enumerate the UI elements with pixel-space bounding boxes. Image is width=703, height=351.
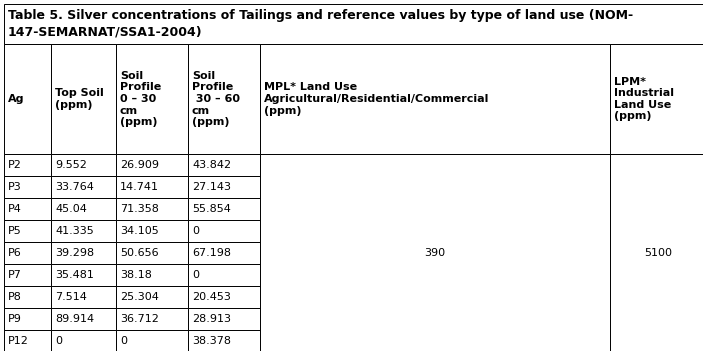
Text: Soil
Profile
0 – 30
cm
(ppm): Soil Profile 0 – 30 cm (ppm) [120,71,161,127]
Text: 27.143: 27.143 [192,182,231,192]
Text: 41.335: 41.335 [55,226,93,236]
Bar [188,198,260,220]
Bar [116,330,188,351]
Bar [4,154,51,176]
Text: Ag: Ag [8,94,25,104]
Text: 9.552: 9.552 [55,160,87,170]
Bar [4,264,51,286]
Bar [116,44,188,154]
Bar [116,286,188,308]
Text: 39.298: 39.298 [55,248,94,258]
Bar [51,242,116,264]
Bar [116,198,188,220]
Bar [4,286,51,308]
Text: P12: P12 [8,336,29,346]
Text: 55.854: 55.854 [192,204,231,214]
Bar [4,242,51,264]
Bar [51,198,116,220]
Text: 43.842: 43.842 [192,160,231,170]
Text: 89.914: 89.914 [55,314,94,324]
Bar [116,220,188,242]
Text: LPM*
Industrial
Land Use
(ppm): LPM* Industrial Land Use (ppm) [614,77,674,121]
Bar [188,264,260,286]
Text: 34.105: 34.105 [120,226,159,236]
Bar [610,154,703,351]
Bar [260,44,610,154]
Text: 20.453: 20.453 [192,292,231,302]
Text: 7.514: 7.514 [55,292,87,302]
Text: Table 5. Silver concentrations of Tailings and reference values by type of land : Table 5. Silver concentrations of Tailin… [8,9,633,39]
Text: 38.18: 38.18 [120,270,152,280]
Bar [188,286,260,308]
Bar [116,264,188,286]
Bar [4,44,51,154]
Text: 5100: 5100 [645,248,673,258]
Bar [188,242,260,264]
Bar [610,44,703,154]
Bar [51,154,116,176]
Bar [4,330,51,351]
Text: 67.198: 67.198 [192,248,231,258]
Text: 38.378: 38.378 [192,336,231,346]
Text: 35.481: 35.481 [55,270,94,280]
Text: Soil
Profile
 30 – 60
cm
(ppm): Soil Profile 30 – 60 cm (ppm) [192,71,240,127]
Bar [51,330,116,351]
Bar [188,176,260,198]
Text: 0: 0 [120,336,127,346]
Bar [51,176,116,198]
Text: P6: P6 [8,248,22,258]
Bar [51,44,116,154]
Bar [116,176,188,198]
Text: 0: 0 [192,270,199,280]
Bar [51,308,116,330]
Bar [116,154,188,176]
Bar [51,220,116,242]
Bar [116,242,188,264]
Text: 71.358: 71.358 [120,204,159,214]
Bar [4,176,51,198]
Text: P3: P3 [8,182,22,192]
Text: P2: P2 [8,160,22,170]
Text: 0: 0 [55,336,62,346]
Text: 0: 0 [192,226,199,236]
Text: P5: P5 [8,226,22,236]
Bar [4,220,51,242]
Text: P7: P7 [8,270,22,280]
Bar [188,330,260,351]
Text: MPL* Land Use
Agricultural/Residential/Commercial
(ppm): MPL* Land Use Agricultural/Residential/C… [264,82,489,115]
Text: P9: P9 [8,314,22,324]
Bar [188,154,260,176]
Text: 25.304: 25.304 [120,292,159,302]
Text: 36.712: 36.712 [120,314,159,324]
Bar [188,220,260,242]
Bar [116,308,188,330]
Text: 14.741: 14.741 [120,182,159,192]
Bar [4,4,703,44]
Text: 26.909: 26.909 [120,160,159,170]
Bar [51,286,116,308]
Bar [4,308,51,330]
Bar [4,198,51,220]
Text: 50.656: 50.656 [120,248,159,258]
Text: P8: P8 [8,292,22,302]
Text: 45.04: 45.04 [55,204,87,214]
Bar [260,154,610,351]
Bar [188,308,260,330]
Text: 390: 390 [425,248,446,258]
Bar [51,264,116,286]
Text: Top Soil
(ppm): Top Soil (ppm) [55,88,104,110]
Text: P4: P4 [8,204,22,214]
Text: 28.913: 28.913 [192,314,231,324]
Bar [188,44,260,154]
Text: 33.764: 33.764 [55,182,94,192]
